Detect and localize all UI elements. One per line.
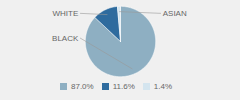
html-text:87.0%: 87.0% <box>71 82 94 91</box>
html-text:1.4%: 1.4% <box>153 82 172 91</box>
svg-text:ASIAN: ASIAN <box>163 9 187 18</box>
svg-text:BLACK: BLACK <box>52 34 79 43</box>
html-text:11.6%: 11.6% <box>112 82 135 91</box>
svg-text:WHITE: WHITE <box>52 9 78 18</box>
